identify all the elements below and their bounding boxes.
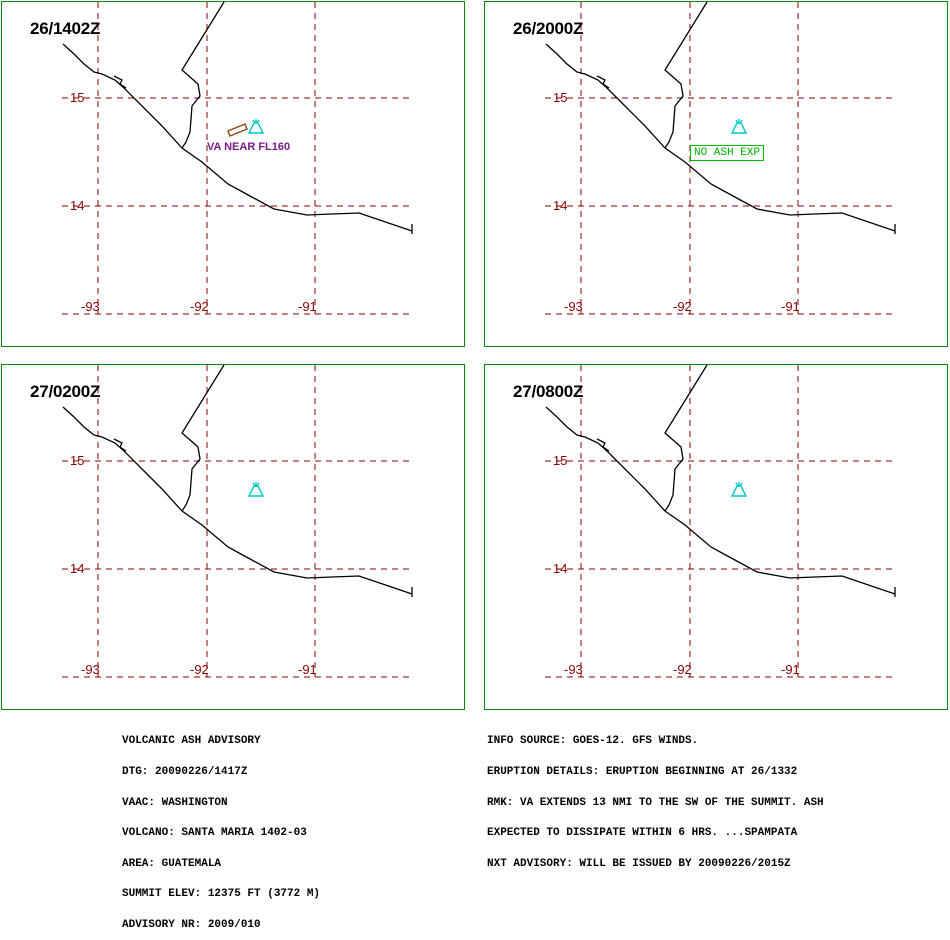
lon-label-92: -92 (673, 299, 692, 314)
lon-label-92: -92 (190, 662, 209, 677)
map-panel-1: 26/1402Z 15 14 -93 -92 -91 VA NEAR FL160 (1, 1, 465, 347)
map-svg (545, 2, 896, 315)
forecast-time-label: 27/0200Z (30, 382, 101, 401)
map-svg (62, 2, 413, 315)
advisory-line: AREA: GUATEMALA (122, 857, 222, 870)
coastline-detail (113, 438, 127, 452)
lat-label-14: 14 (70, 561, 85, 576)
advisory-line: VOLCANO: SANTA MARIA 1402-03 (122, 827, 307, 840)
advisory-line: ADVISORY NR: 2009/010 (122, 919, 261, 932)
forecast-time-label: 26/2000Z (513, 19, 584, 38)
advisory-line: INFO SOURCE: GOES-12. GFS WINDS. (487, 735, 699, 748)
advisory-remarks-text: INFO SOURCE: GOES-12. GFS WINDS. ERUPTIO… (487, 716, 824, 879)
coastline (545, 406, 896, 595)
lon-label-91: -91 (781, 299, 800, 314)
advisory-line: SUMMIT ELEV: 12375 FT (3772 M) (122, 888, 321, 901)
no-ash-expected-label: NO ASH EXP (690, 145, 765, 161)
coastline (545, 43, 896, 232)
lat-label-14: 14 (70, 198, 85, 213)
map-panel-3: 27/0200Z 15 14 -93 -92 -91 (1, 364, 465, 710)
lat-label-14: 14 (553, 198, 568, 213)
lat-label-15: 15 (553, 90, 568, 105)
lon-label-91: -91 (298, 662, 317, 677)
lon-label-92: -92 (190, 299, 209, 314)
volcano-icon (247, 119, 265, 134)
advisory-line: RMK: VA EXTENDS 13 NMI TO THE SW OF THE … (487, 796, 824, 809)
coastline (62, 43, 413, 232)
lon-label-91: -91 (298, 299, 317, 314)
advisory-line: VOLCANIC ASH ADVISORY (122, 735, 261, 748)
country-border (181, 2, 225, 149)
ash-cloud-label: VA NEAR FL160 (207, 141, 291, 153)
advisory-line: DTG: 20090226/1417Z (122, 766, 248, 779)
country-border (664, 365, 708, 512)
advisory-line: ERUPTION DETAILS: ERUPTION BEGINNING AT … (487, 766, 798, 779)
coastline-detail (596, 438, 610, 452)
volcano-icon (730, 119, 748, 134)
lon-label-93: -93 (81, 662, 100, 677)
coastline-detail (596, 75, 610, 89)
coastline (62, 406, 413, 595)
lon-label-93: -93 (564, 299, 583, 314)
advisory-header-text: VOLCANIC ASH ADVISORY DTG: 20090226/1417… (122, 716, 320, 940)
map-svg (545, 365, 896, 678)
ash-cloud-polygon (227, 123, 248, 137)
advisory-line: EXPECTED TO DISSIPATE WITHIN 6 HRS. ...S… (487, 827, 798, 840)
lon-label-93: -93 (81, 299, 100, 314)
lon-label-92: -92 (673, 662, 692, 677)
lon-label-91: -91 (781, 662, 800, 677)
forecast-time-label: 27/0800Z (513, 382, 584, 401)
lon-label-93: -93 (564, 662, 583, 677)
lat-label-15: 15 (70, 90, 85, 105)
volcano-icon (730, 482, 748, 497)
map-svg (62, 365, 413, 678)
volcano-icon (247, 482, 265, 497)
advisory-line: NXT ADVISORY: WILL BE ISSUED BY 20090226… (487, 857, 791, 870)
map-panel-2: 26/2000Z 15 14 -93 -92 -91 NO ASH EXP (484, 1, 948, 347)
lat-label-14: 14 (553, 561, 568, 576)
map-panel-4: 27/0800Z 15 14 -93 -92 -91 (484, 364, 948, 710)
advisory-line: VAAC: WASHINGTON (122, 796, 228, 809)
forecast-time-label: 26/1402Z (30, 19, 101, 38)
coastline-detail (113, 75, 127, 89)
country-border (181, 365, 225, 512)
lat-label-15: 15 (553, 453, 568, 468)
country-border (664, 2, 708, 149)
lat-label-15: 15 (70, 453, 85, 468)
